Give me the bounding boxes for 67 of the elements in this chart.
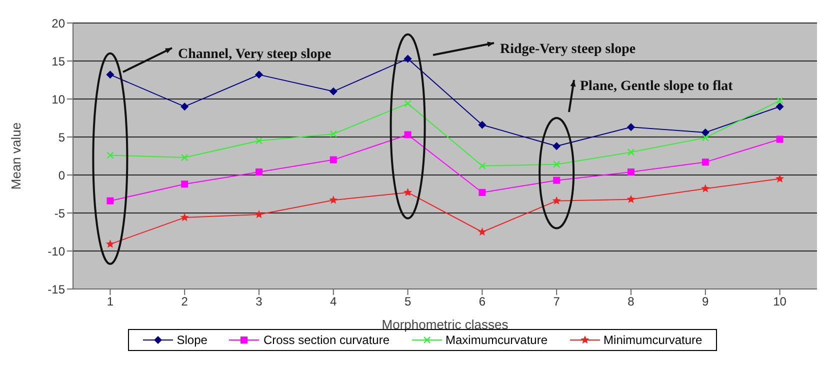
point — [553, 160, 560, 168]
annotation: Plane, Gentle slope to flat — [580, 79, 734, 94]
y-tick-label: 0 — [58, 168, 66, 182]
x-axis-title: Morphometric classes — [382, 317, 509, 332]
point — [404, 54, 412, 63]
point — [553, 176, 560, 184]
point — [254, 210, 264, 218]
y-tick-label: -5 — [54, 206, 66, 220]
point — [776, 102, 784, 111]
legend-label: Minimumcurvature — [602, 333, 702, 347]
x-tick-label: 9 — [702, 294, 710, 309]
annotation: Channel, Very steep slope — [178, 47, 332, 62]
point — [180, 102, 189, 111]
y-tick-label: 20 — [52, 16, 66, 30]
point — [701, 128, 710, 136]
point — [628, 168, 634, 176]
point — [702, 158, 709, 166]
point — [478, 162, 486, 170]
point — [404, 131, 412, 138]
point — [627, 123, 635, 132]
x-tick-label: 2 — [181, 294, 188, 309]
point — [478, 188, 486, 196]
x-tick-label: 3 — [256, 294, 263, 309]
point — [106, 197, 114, 204]
point — [181, 180, 188, 188]
y-tick-label: -10 — [48, 244, 66, 258]
point — [478, 120, 486, 129]
x-tick-label: 1 — [106, 294, 114, 309]
point — [329, 196, 338, 204]
y-tick-label: -15 — [48, 282, 66, 296]
legend-label: Slope — [176, 333, 208, 347]
y-tick-label: 15 — [52, 54, 66, 68]
point — [404, 188, 412, 196]
x-tick-label: 6 — [478, 294, 486, 309]
y-tick-label: 10 — [52, 92, 66, 106]
point — [106, 152, 114, 159]
x-tick-label: 4 — [330, 294, 338, 309]
point — [776, 136, 784, 143]
point — [329, 87, 338, 96]
point — [701, 184, 710, 192]
point — [180, 213, 189, 222]
point — [776, 174, 784, 182]
point — [330, 130, 337, 138]
point — [255, 70, 263, 79]
point — [181, 154, 188, 162]
x-tick-label: 7 — [553, 294, 560, 309]
point — [478, 228, 486, 236]
legend-label: Maximumcurvature — [444, 333, 548, 347]
point — [552, 142, 561, 150]
x-tick-label: 10 — [773, 294, 787, 309]
x-tick-label: 8 — [628, 294, 635, 309]
legend-label: Cross section curvature — [262, 333, 390, 347]
point — [552, 196, 561, 204]
y-tick-label: 5 — [58, 130, 66, 144]
point — [256, 168, 262, 176]
point — [626, 194, 636, 203]
point — [106, 70, 114, 79]
point — [404, 100, 412, 108]
point — [255, 137, 263, 144]
annotation: Ridge-Very steep slope — [500, 42, 636, 57]
x-tick-label: 5 — [404, 294, 412, 309]
point — [106, 240, 114, 248]
y-axis-title: Mean value — [8, 122, 24, 190]
point — [702, 134, 709, 142]
point — [776, 96, 784, 104]
point — [330, 156, 337, 164]
point — [627, 148, 635, 156]
